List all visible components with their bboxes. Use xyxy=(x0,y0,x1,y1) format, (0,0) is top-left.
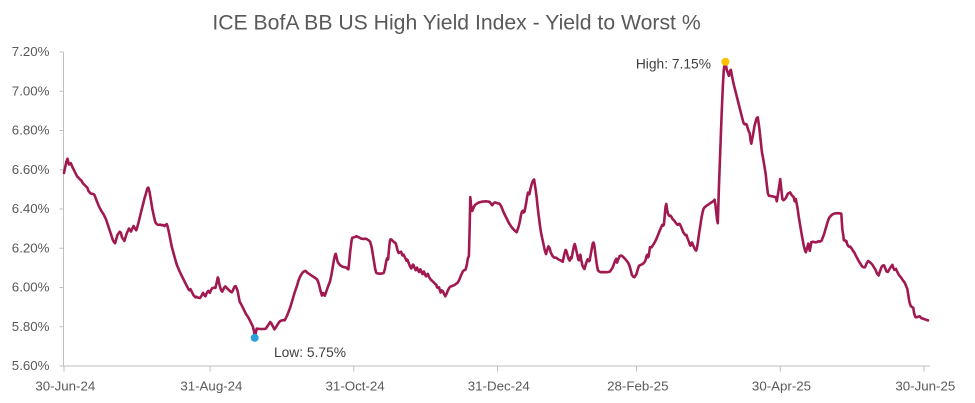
svg-text:30-Apr-25: 30-Apr-25 xyxy=(752,379,811,394)
svg-text:6.00%: 6.00% xyxy=(12,280,50,295)
svg-text:High: 7.15%: High: 7.15% xyxy=(636,57,711,72)
svg-text:Low: 5.75%: Low: 5.75% xyxy=(274,345,346,360)
svg-text:31-Dec-24: 31-Dec-24 xyxy=(468,379,530,394)
svg-text:31-Oct-24: 31-Oct-24 xyxy=(326,379,385,394)
svg-text:5.60%: 5.60% xyxy=(12,358,50,373)
svg-text:6.40%: 6.40% xyxy=(12,201,50,216)
svg-text:6.80%: 6.80% xyxy=(12,123,50,138)
svg-text:5.80%: 5.80% xyxy=(12,319,50,334)
svg-text:31-Aug-24: 31-Aug-24 xyxy=(180,379,242,394)
svg-text:ICE BofA BB US High Yield Inde: ICE BofA BB US High Yield Index - Yield … xyxy=(212,12,700,35)
svg-text:6.20%: 6.20% xyxy=(12,240,50,255)
svg-text:30-Jun-25: 30-Jun-25 xyxy=(895,379,955,394)
svg-text:7.20%: 7.20% xyxy=(12,44,50,59)
svg-text:28-Feb-25: 28-Feb-25 xyxy=(607,379,668,394)
svg-text:30-Jun-24: 30-Jun-24 xyxy=(35,379,95,394)
svg-text:7.00%: 7.00% xyxy=(12,83,50,98)
svg-text:6.60%: 6.60% xyxy=(12,162,50,177)
